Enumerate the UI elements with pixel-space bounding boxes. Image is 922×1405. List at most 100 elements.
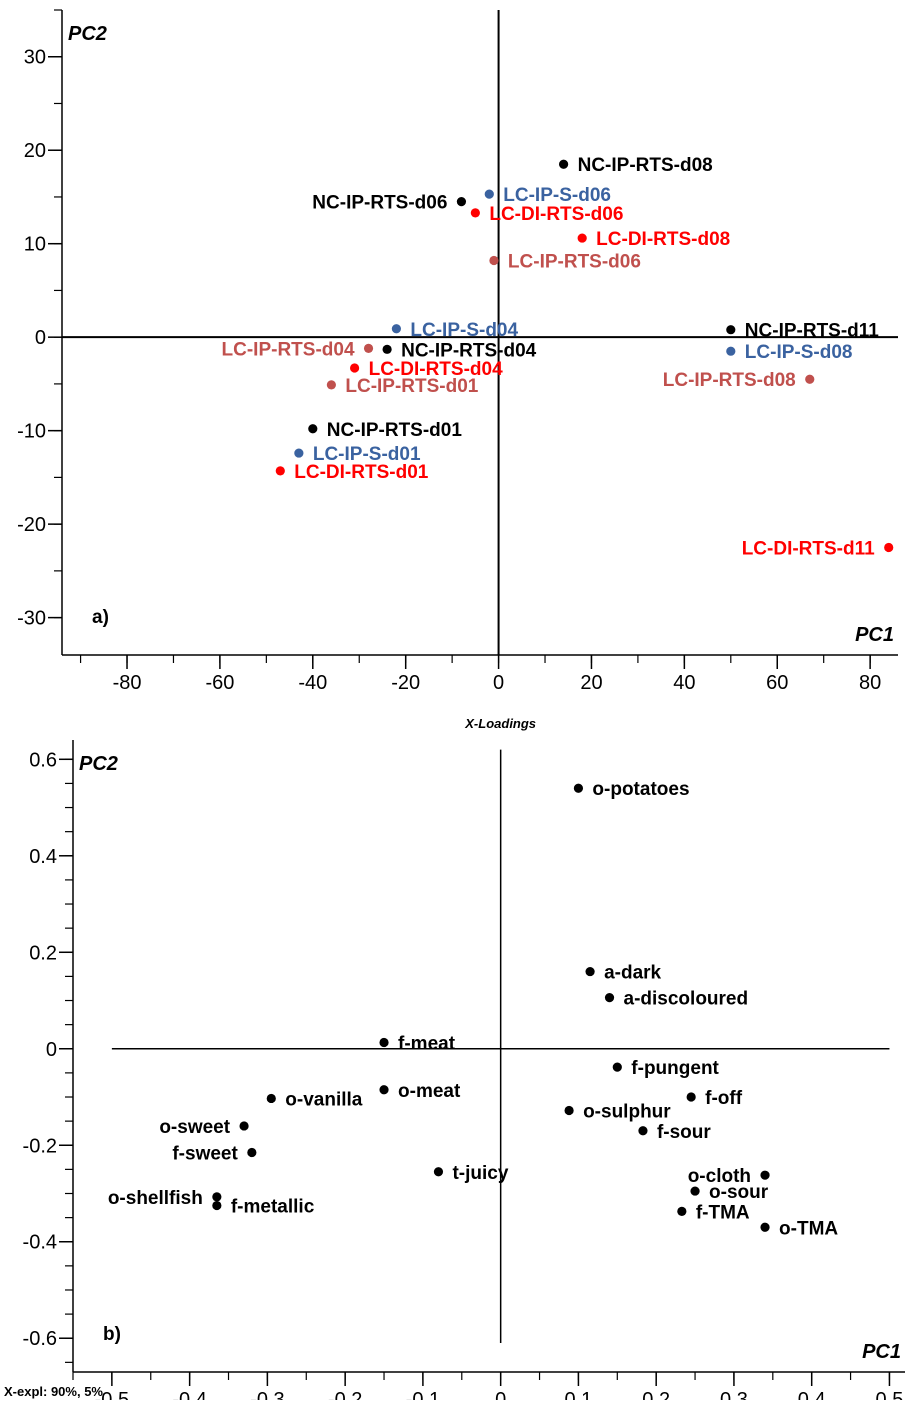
data-point-label: NC-IP-RTS-d06 xyxy=(312,193,447,214)
y-tick-label: 20 xyxy=(24,140,46,162)
data-point-label: f-off xyxy=(705,1088,743,1109)
chart-subtitle: X-Loadings xyxy=(464,716,536,731)
x-tick-label: -0.4 xyxy=(172,1389,206,1400)
data-point xyxy=(247,1147,257,1158)
panel-a-scores-plot: -80 -60 -40 -20 0 20 40 60 80 30 20 10 0 -10 -20 -30 PC2… xyxy=(17,9,898,694)
data-point xyxy=(760,1222,770,1232)
data-point-label: LC-IP-RTS-d01 xyxy=(345,376,478,397)
y-tick-label: 0 xyxy=(46,1039,57,1061)
data-point xyxy=(212,1200,222,1211)
x-tick-label: 0.3 xyxy=(720,1389,748,1400)
data-point-label: LC-IP-S-d08 xyxy=(745,342,853,363)
x-tick-label: -0.3 xyxy=(250,1389,284,1400)
data-point xyxy=(573,783,584,793)
data-point xyxy=(690,1186,700,1196)
data-point-label: o-shellfish xyxy=(108,1188,203,1209)
data-point xyxy=(612,1062,622,1072)
x-tick-label: -20 xyxy=(391,672,420,694)
data-point xyxy=(760,1170,770,1180)
data-point xyxy=(350,363,360,373)
x-tick-label: 0.2 xyxy=(642,1389,670,1400)
y-tick-label: 0.6 xyxy=(29,749,57,771)
data-point xyxy=(577,233,587,243)
x-tick-label: -0.1 xyxy=(406,1389,440,1400)
data-point xyxy=(379,1037,389,1048)
data-point-label: o-meat xyxy=(398,1081,461,1102)
data-point xyxy=(559,159,569,169)
data-point xyxy=(564,1105,574,1116)
data-point-label: o-cloth xyxy=(688,1166,751,1187)
x-tick-label: 0.5 xyxy=(876,1389,904,1400)
x-tick-label: 60 xyxy=(766,672,788,694)
data-point xyxy=(433,1167,444,1177)
data-point-label: o-TMA xyxy=(779,1218,838,1239)
data-point-label: NC-IP-RTS-d08 xyxy=(578,155,713,176)
y-tick-label: 10 xyxy=(24,234,46,256)
data-point-label: LC-IP-S-d04 xyxy=(410,320,518,341)
data-point xyxy=(726,346,736,356)
data-point xyxy=(379,1085,389,1095)
data-point-label: f-sour xyxy=(657,1122,711,1143)
data-point xyxy=(585,966,595,977)
data-point-label: f-metallic xyxy=(231,1197,315,1218)
y-tick-label: 0.4 xyxy=(29,846,57,868)
x-tick-label: 0.1 xyxy=(565,1389,593,1400)
panel-label: a) xyxy=(92,607,109,628)
data-point xyxy=(604,993,615,1003)
data-point-label: LC-IP-RTS-d08 xyxy=(663,370,796,391)
data-point-label: o-sour xyxy=(709,1182,769,1203)
data-point-label: LC-IP-RTS-d04 xyxy=(222,339,355,360)
data-point xyxy=(382,344,392,354)
data-point xyxy=(484,189,494,199)
x-tick-label: -0.2 xyxy=(328,1389,362,1400)
data-point-label: LC-DI-RTS-d08 xyxy=(596,229,730,250)
data-point xyxy=(326,380,336,390)
data-point xyxy=(456,197,467,207)
data-point xyxy=(391,324,401,334)
x-tick-label: -40 xyxy=(298,672,327,694)
data-point-label: o-sulphur xyxy=(583,1102,671,1123)
panel-label: b) xyxy=(103,1324,121,1345)
x-tick-label: -60 xyxy=(205,672,234,694)
y-tick-label: -0.4 xyxy=(23,1232,57,1254)
data-point-label: LC-IP-RTS-d06 xyxy=(508,252,641,273)
data-point-label: LC-DI-RTS-d01 xyxy=(294,462,428,483)
data-point-label: a-dark xyxy=(604,963,661,984)
data-point-label: LC-IP-S-d06 xyxy=(503,185,611,206)
data-point-label: LC-DI-RTS-d04 xyxy=(369,359,503,380)
data-point xyxy=(470,208,480,218)
explained-variance-note: X-expl: 90%, 5% xyxy=(4,1384,103,1399)
data-point xyxy=(884,542,894,553)
x-tick-label: 80 xyxy=(859,672,881,694)
x-tick-label: 20 xyxy=(580,672,602,694)
x-tick-label: 0 xyxy=(493,672,504,694)
data-point-label: LC-DI-RTS-d11 xyxy=(742,539,875,560)
data-point xyxy=(266,1093,276,1104)
panel-b-loadings-plot: -0.5 -0.4 -0.3 -0.2 -0.1 0 0.1 0.2 0.3 0.4 0.50.60… xyxy=(23,716,905,1405)
data-point xyxy=(686,1092,696,1102)
data-point xyxy=(212,1192,222,1202)
y-tick-label: 0 xyxy=(35,327,46,349)
data-point-label: t-juicy xyxy=(452,1163,508,1184)
data-point-label: a-discoloured xyxy=(624,989,749,1010)
data-point xyxy=(239,1121,249,1131)
data-point xyxy=(363,343,374,353)
x-tick-label: 0 xyxy=(495,1389,506,1400)
x-tick-label: 40 xyxy=(673,672,695,694)
data-point xyxy=(638,1126,648,1136)
y-tick-label: -30 xyxy=(17,608,46,630)
data-point-label: f-meat xyxy=(398,1033,456,1054)
x-tick-label: -80 xyxy=(113,672,142,694)
data-point-label: f-pungent xyxy=(631,1058,719,1079)
y-axis-title: PC2 xyxy=(68,23,107,45)
y-tick-label: 0.2 xyxy=(29,942,57,964)
data-point-label: NC-IP-RTS-d01 xyxy=(327,420,463,441)
data-point xyxy=(294,448,304,458)
data-point-label: o-vanilla xyxy=(285,1089,363,1110)
data-point-label: f-sweet xyxy=(172,1143,238,1164)
x-tick-label: 0.4 xyxy=(798,1389,826,1400)
data-point xyxy=(726,325,736,335)
data-point-label: LC-DI-RTS-d06 xyxy=(489,204,623,225)
